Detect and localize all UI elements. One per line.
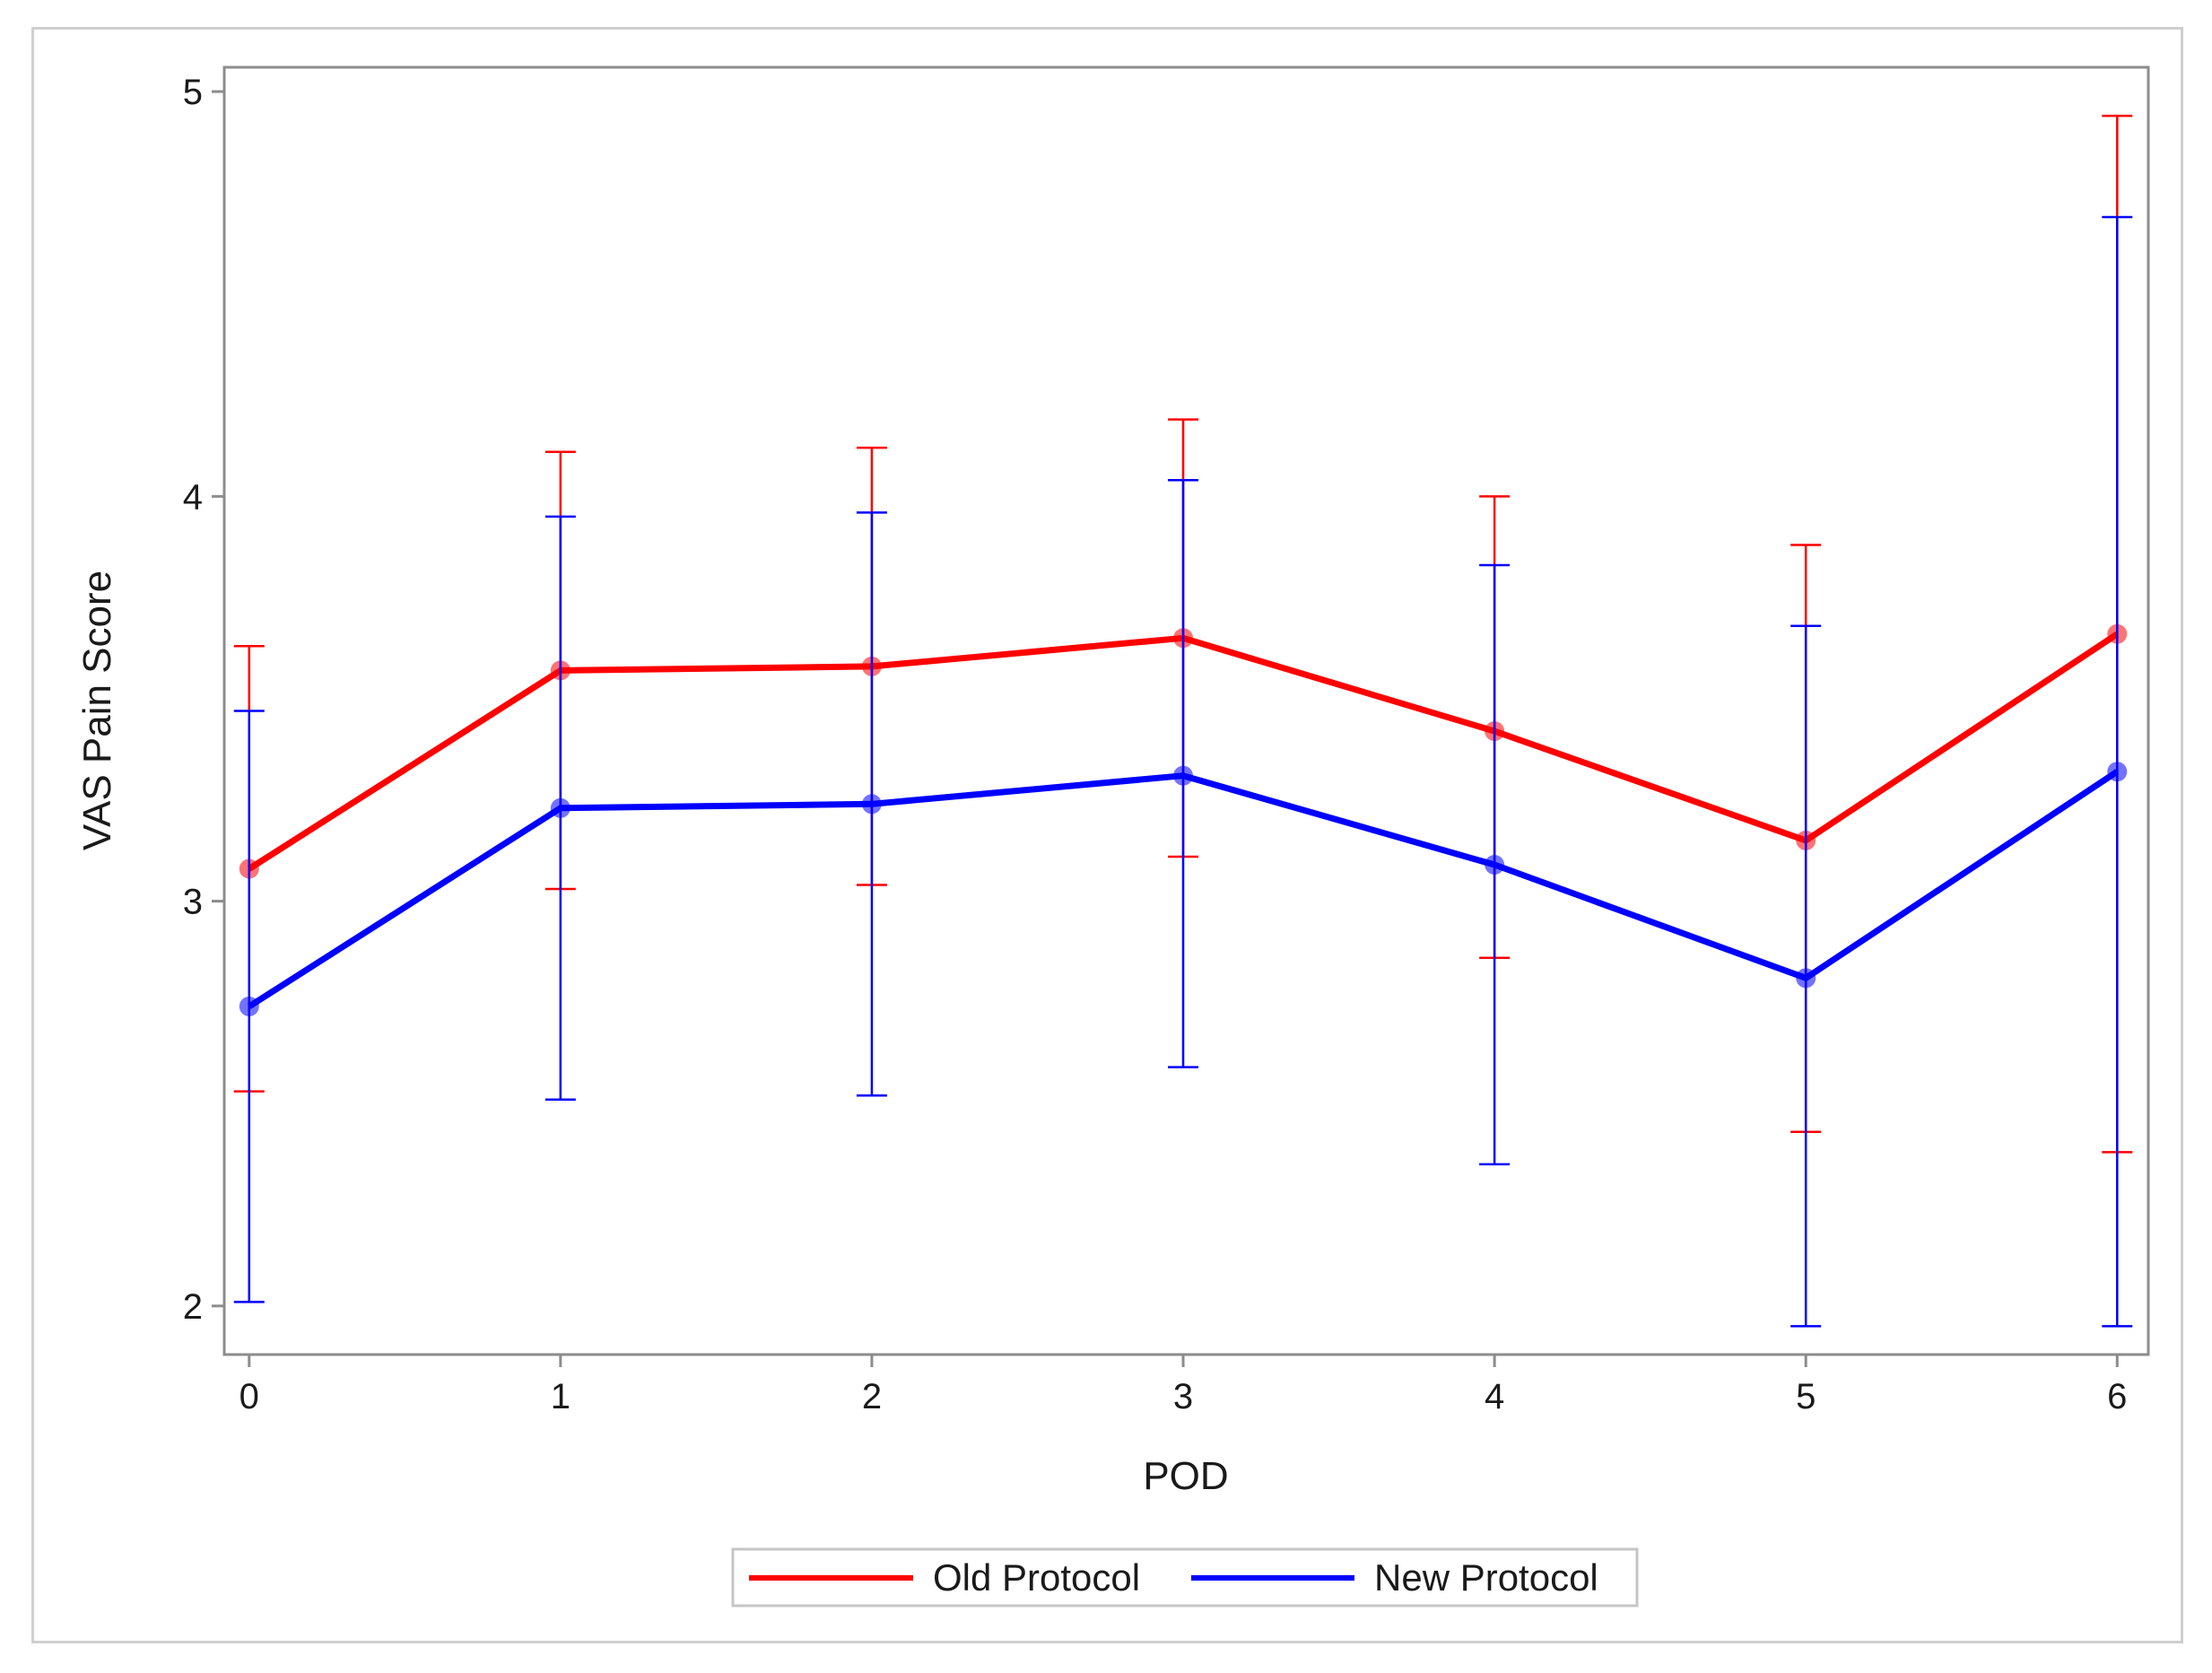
- x-tick-label-4: 4: [1485, 1377, 1504, 1416]
- y-tick-label-3: 3: [183, 883, 203, 922]
- x-tick-label-2: 2: [862, 1377, 882, 1416]
- point-new-protocol-0: [239, 996, 259, 1016]
- point-new-protocol-4: [1485, 854, 1505, 875]
- point-new-protocol-6: [2107, 762, 2128, 782]
- x-axis: 0 1 2 3 4 5 6: [239, 1355, 2127, 1416]
- y-axis: 2 3 4 5: [183, 73, 224, 1327]
- y-axis-title: VAS Pain Score: [75, 571, 119, 850]
- point-new-protocol-2: [861, 794, 882, 815]
- x-axis-title: POD: [1143, 1454, 1228, 1498]
- y-tick-label-4: 4: [183, 477, 203, 517]
- point-new-protocol-5: [1796, 968, 1816, 989]
- y-tick-label-5: 5: [183, 73, 203, 112]
- legend-label-old-protocol: Old Protocol: [933, 1556, 1140, 1599]
- legend: Old Protocol New Protocol: [731, 1547, 1639, 1608]
- x-tick-label-3: 3: [1173, 1377, 1193, 1416]
- point-new-protocol-3: [1173, 765, 1194, 786]
- legend-label-new-protocol: New Protocol: [1374, 1556, 1598, 1599]
- series-layer: [233, 114, 2133, 1328]
- x-tick-label-1: 1: [551, 1377, 570, 1416]
- x-tick-label-5: 5: [1796, 1377, 1816, 1416]
- series-new-protocol: [233, 215, 2133, 1328]
- point-new-protocol-1: [550, 797, 570, 818]
- x-tick-label-6: 6: [2107, 1377, 2127, 1416]
- x-tick-label-0: 0: [239, 1377, 259, 1416]
- plot-area: [222, 65, 2150, 1356]
- y-tick-label-2: 2: [183, 1287, 203, 1327]
